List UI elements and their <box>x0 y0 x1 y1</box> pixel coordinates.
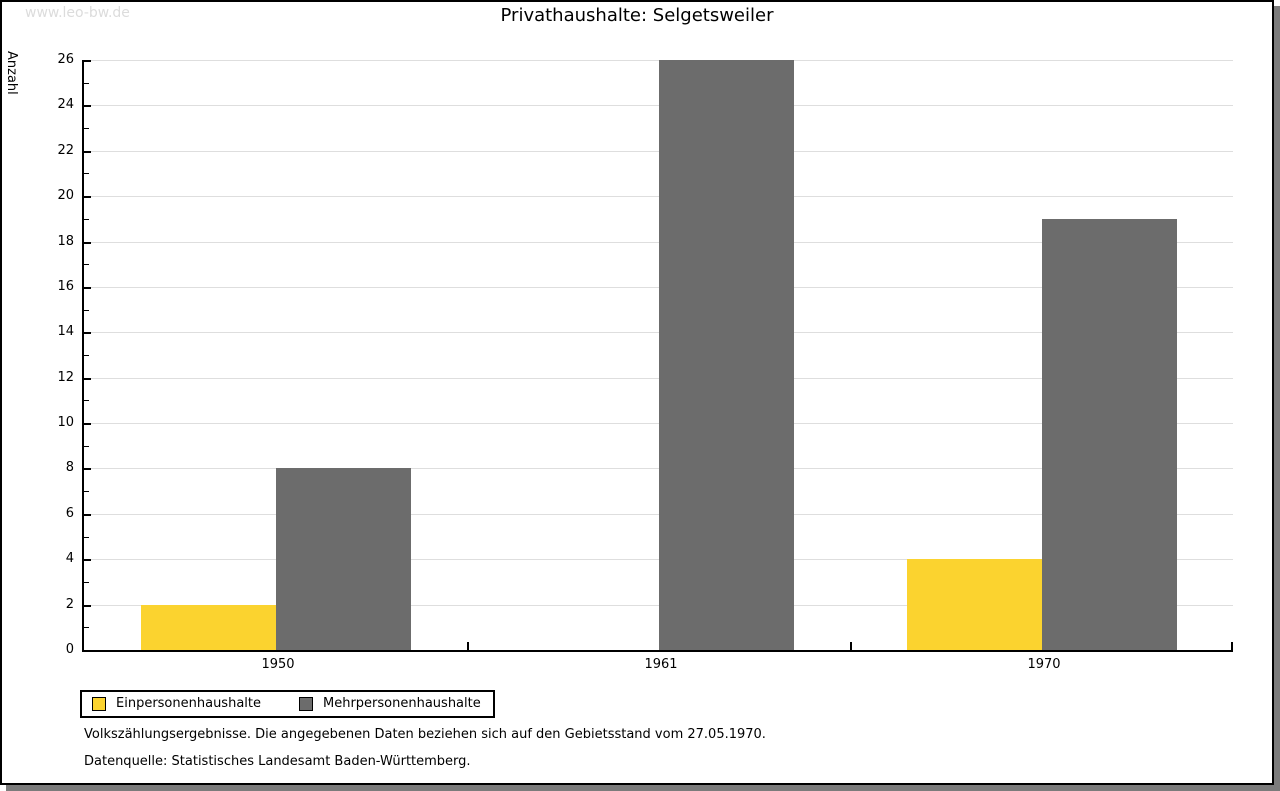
gridline <box>84 287 1233 288</box>
bar-mehrpersonenhaushalte-1970 <box>1042 219 1177 650</box>
y-axis-tick-label: 24 <box>57 97 74 112</box>
legend-item-einpersonenhaushalte: Einpersonenhaushalte <box>92 696 261 711</box>
y-axis-minor-tick <box>84 491 89 492</box>
bar-einpersonenhaushalte-1950 <box>141 605 276 650</box>
x-axis-boundary-tick <box>467 642 469 650</box>
y-axis-minor-tick <box>84 128 89 129</box>
gridline <box>84 423 1233 424</box>
x-axis-tick-label: 1961 <box>644 657 678 672</box>
plot-area <box>82 60 1233 652</box>
y-axis-major-tick <box>84 514 91 516</box>
gridline <box>84 332 1233 333</box>
x-axis-boundary-tick <box>1231 642 1233 650</box>
y-axis-major-tick <box>84 559 91 561</box>
bar-einpersonenhaushalte-1970 <box>907 559 1042 650</box>
legend-swatch-mehrpersonenhaushalte <box>299 696 313 711</box>
y-axis-tick-label: 14 <box>57 324 74 339</box>
gridline <box>84 559 1233 560</box>
y-axis-tick-label: 8 <box>65 460 74 475</box>
y-axis-tick-label: 18 <box>57 234 74 249</box>
x-axis-tick-label: 1950 <box>261 657 295 672</box>
y-axis-minor-tick <box>84 627 89 628</box>
y-axis-major-tick <box>84 287 91 289</box>
footnotes: Volkszählungsergebnisse. Die angegebenen… <box>84 727 766 781</box>
y-axis-minor-tick <box>84 355 89 356</box>
footnote-source-note: Volkszählungsergebnisse. Die angegebenen… <box>84 727 766 742</box>
y-axis-major-tick <box>84 332 91 334</box>
y-axis-tick-label: 12 <box>57 370 74 385</box>
y-axis-major-tick <box>84 468 91 470</box>
y-axis-major-tick <box>84 60 91 62</box>
gridline <box>84 151 1233 152</box>
legend-swatch-einpersonenhaushalte <box>92 696 106 711</box>
gridline <box>84 196 1233 197</box>
gridline <box>84 605 1233 606</box>
gridline <box>84 378 1233 379</box>
y-axis-major-tick <box>84 151 91 153</box>
y-axis-minor-tick <box>84 173 89 174</box>
y-axis-tick-label: 4 <box>65 551 74 566</box>
bar-mehrpersonenhaushalte-1961 <box>659 60 794 650</box>
y-axis-tick-label: 2 <box>65 597 74 612</box>
gridline <box>84 242 1233 243</box>
y-axis-major-tick <box>84 105 91 107</box>
legend: Einpersonenhaushalte Mehrpersonenhaushal… <box>80 690 495 718</box>
y-axis-major-tick <box>84 605 91 607</box>
legend-item-mehrpersonenhaushalte: Mehrpersonenhaushalte <box>299 696 481 711</box>
y-axis-major-tick <box>84 196 91 198</box>
gridline <box>84 105 1233 106</box>
y-axis-minor-tick <box>84 310 89 311</box>
y-axis-title: Anzahl <box>4 51 19 95</box>
y-axis-tick-label: 20 <box>57 188 74 203</box>
y-axis-major-tick <box>84 242 91 244</box>
gridline <box>84 514 1233 515</box>
y-axis-tick-label: 26 <box>57 52 74 67</box>
x-axis-tick-label: 1970 <box>1027 657 1061 672</box>
y-axis-tick-label: 22 <box>57 143 74 158</box>
gridline <box>84 60 1233 61</box>
y-axis-tick-label: 6 <box>65 506 74 521</box>
chart-title: Privathaushalte: Selgetsweiler <box>500 5 774 26</box>
y-axis-minor-tick <box>84 83 89 84</box>
y-axis-major-tick <box>84 423 91 425</box>
legend-label: Mehrpersonenhaushalte <box>323 696 481 711</box>
y-axis-minor-tick <box>84 446 89 447</box>
y-axis-major-tick <box>84 378 91 380</box>
legend-label: Einpersonenhaushalte <box>116 696 261 711</box>
y-axis-tick-label: 16 <box>57 279 74 294</box>
y-axis-minor-tick <box>84 219 89 220</box>
gridline <box>84 468 1233 469</box>
y-axis-minor-tick <box>84 582 89 583</box>
y-axis-tick-label: 0 <box>65 642 74 657</box>
y-axis-minor-tick <box>84 400 89 401</box>
watermark: www.leo-bw.de <box>25 5 130 21</box>
y-axis-tick-label: 10 <box>57 415 74 430</box>
bar-mehrpersonenhaushalte-1950 <box>276 468 411 650</box>
x-axis-boundary-tick <box>850 642 852 650</box>
y-axis-minor-tick <box>84 537 89 538</box>
y-axis-minor-tick <box>84 264 89 265</box>
footnote-data-source: Datenquelle: Statistisches Landesamt Bad… <box>84 754 471 769</box>
